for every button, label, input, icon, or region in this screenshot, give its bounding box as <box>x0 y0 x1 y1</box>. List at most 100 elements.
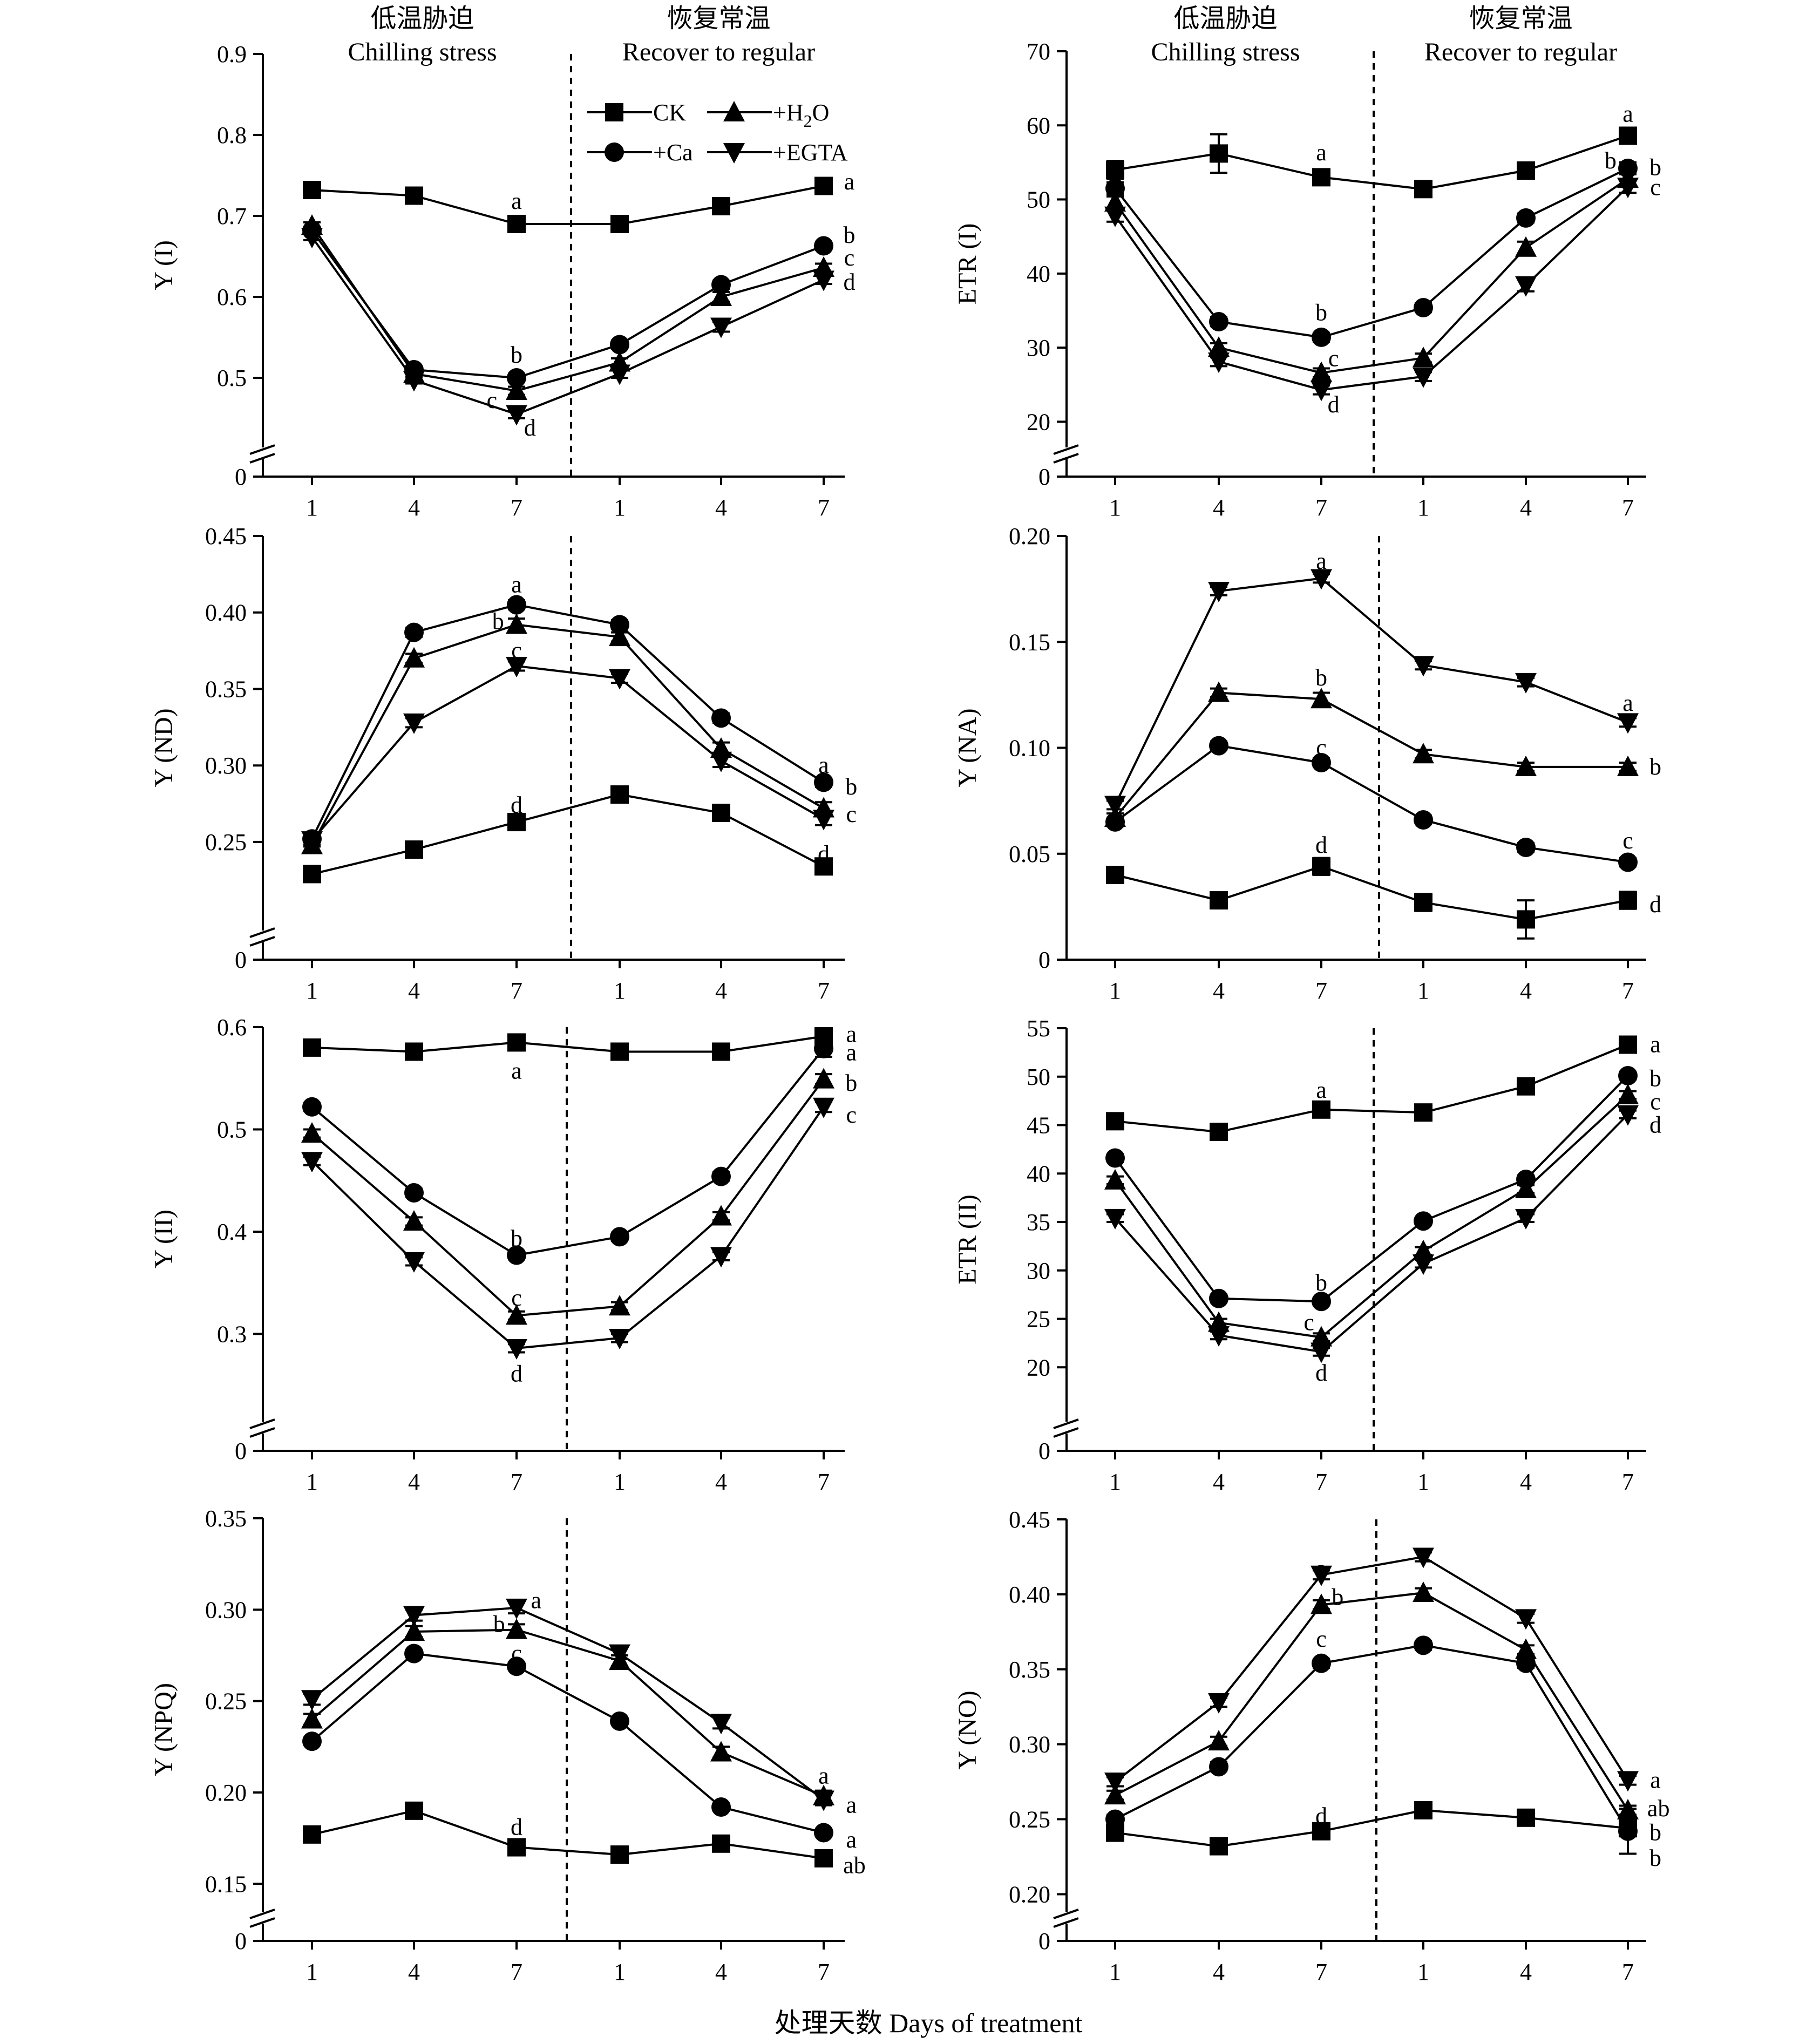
x-tick-label: 7 <box>511 1959 522 1985</box>
x-tick-label: 4 <box>408 977 420 1004</box>
significance-label: c <box>846 1102 857 1128</box>
y-tick-label: 0.25 <box>205 1688 247 1715</box>
point-ck <box>1517 1077 1535 1096</box>
point-h2o <box>1413 1581 1434 1602</box>
point-ca <box>1414 297 1433 317</box>
series-line-egta <box>311 1106 825 1350</box>
axis-break-mark <box>249 1917 275 1928</box>
point-ck <box>1414 1801 1432 1819</box>
series-line-ck <box>1115 134 1628 191</box>
point-h2o <box>1515 236 1537 257</box>
significance-label: d <box>1649 891 1661 918</box>
significance-label: c <box>511 1640 522 1667</box>
series-ca <box>302 1644 833 1843</box>
x-tick-label: 7 <box>1622 1469 1634 1495</box>
x-tick-label: 7 <box>511 494 522 521</box>
series-line-ca <box>1114 167 1628 338</box>
legend-label-h2o: +H2O <box>773 99 829 131</box>
point-ck <box>303 181 321 199</box>
series-line-ck <box>1115 865 1628 921</box>
point-ck <box>712 197 730 215</box>
point-h2o <box>506 613 527 634</box>
point-egta <box>1413 656 1434 677</box>
series-ca <box>302 221 833 388</box>
point-h2o <box>1413 743 1434 764</box>
x-tick-label: 7 <box>1622 1959 1634 1985</box>
point-ca <box>814 1038 833 1058</box>
y-tick-label: 60 <box>1027 112 1050 139</box>
x-tick-label: 7 <box>1315 977 1327 1004</box>
significance-label: c <box>1303 1309 1314 1336</box>
point-egta <box>403 713 425 734</box>
series-line-h2o <box>311 623 825 846</box>
significance-label: d <box>1315 1803 1327 1829</box>
point-ck <box>610 785 629 804</box>
x-tick-label: 1 <box>1417 1959 1429 1985</box>
point-egta <box>403 371 425 392</box>
x-tick-label: 4 <box>1520 494 1532 521</box>
point-ck <box>1414 1103 1432 1122</box>
x-tick-label: 7 <box>818 1469 830 1495</box>
significance-label: b <box>493 1611 505 1637</box>
point-egta <box>1515 1208 1537 1230</box>
legend-label-ca: +Ca <box>653 139 693 166</box>
x-tick-label: 4 <box>408 1959 420 1985</box>
series-line-ck <box>311 1809 824 1859</box>
point-ca <box>1414 1211 1433 1231</box>
point-ca <box>507 1245 526 1265</box>
significance-label: b <box>1649 154 1661 181</box>
y-tick-label: 0 <box>235 464 247 490</box>
x-tick-label: 4 <box>715 494 727 521</box>
y-tick-label: 0 <box>1038 947 1050 973</box>
point-ca <box>1312 327 1331 347</box>
significance-label: b <box>845 773 857 800</box>
point-h2o <box>813 1068 834 1089</box>
point-ck <box>1517 161 1535 180</box>
point-h2o <box>1515 755 1537 776</box>
y-tick-label: 0.45 <box>1009 1506 1050 1533</box>
series-h2o <box>301 214 834 400</box>
point-egta <box>1208 582 1230 603</box>
significance-label: b <box>844 222 856 248</box>
x-tick-label: 4 <box>715 1469 727 1495</box>
point-egta <box>710 1247 732 1268</box>
point-ck <box>1106 866 1124 884</box>
point-h2o <box>1104 1784 1126 1805</box>
point-ck <box>405 1801 423 1820</box>
x-tick-label: 4 <box>1213 1469 1225 1495</box>
point-ck <box>712 1042 730 1061</box>
significance-label: a <box>846 1039 857 1065</box>
y-tick-label: 0.25 <box>205 829 247 855</box>
significance-label: d <box>818 841 830 867</box>
significance-label: a <box>511 572 522 598</box>
point-ca <box>814 236 833 256</box>
x-tick-label: 1 <box>1109 494 1121 521</box>
series-line-h2o <box>311 1628 824 1797</box>
point-egta <box>1311 569 1332 590</box>
axis-break-mark <box>1053 453 1079 464</box>
point-ca <box>814 772 833 792</box>
header-recover-en: Recover to regular <box>622 38 815 66</box>
y-tick-label: 0.6 <box>217 284 247 310</box>
point-ca <box>1516 208 1536 228</box>
significance-label: a <box>818 752 829 778</box>
point-egta <box>403 1252 425 1273</box>
point-egta <box>609 1644 630 1665</box>
y-tick-label: 30 <box>1027 335 1050 361</box>
y-tick-label: 0 <box>235 947 247 973</box>
point-egta <box>301 1152 323 1173</box>
significance-label: c <box>487 387 498 413</box>
panel-y-i: 0.50.60.70.80.901 4 7 1 4 7Y (I)abcdabcd低温胁迫C… <box>150 4 856 521</box>
y-tick-label: 0.10 <box>1009 735 1050 762</box>
point-h2o <box>506 1618 527 1639</box>
significance-label: a <box>511 188 522 214</box>
series-line-ca <box>311 229 824 379</box>
series-egta <box>1104 1105 1639 1363</box>
point-egta <box>1104 1208 1126 1230</box>
significance-label: d <box>1649 1112 1661 1138</box>
point-ca <box>1618 852 1638 872</box>
point-ca <box>1105 178 1125 198</box>
point-h2o <box>506 1304 527 1325</box>
significance-label: a <box>846 1826 857 1853</box>
